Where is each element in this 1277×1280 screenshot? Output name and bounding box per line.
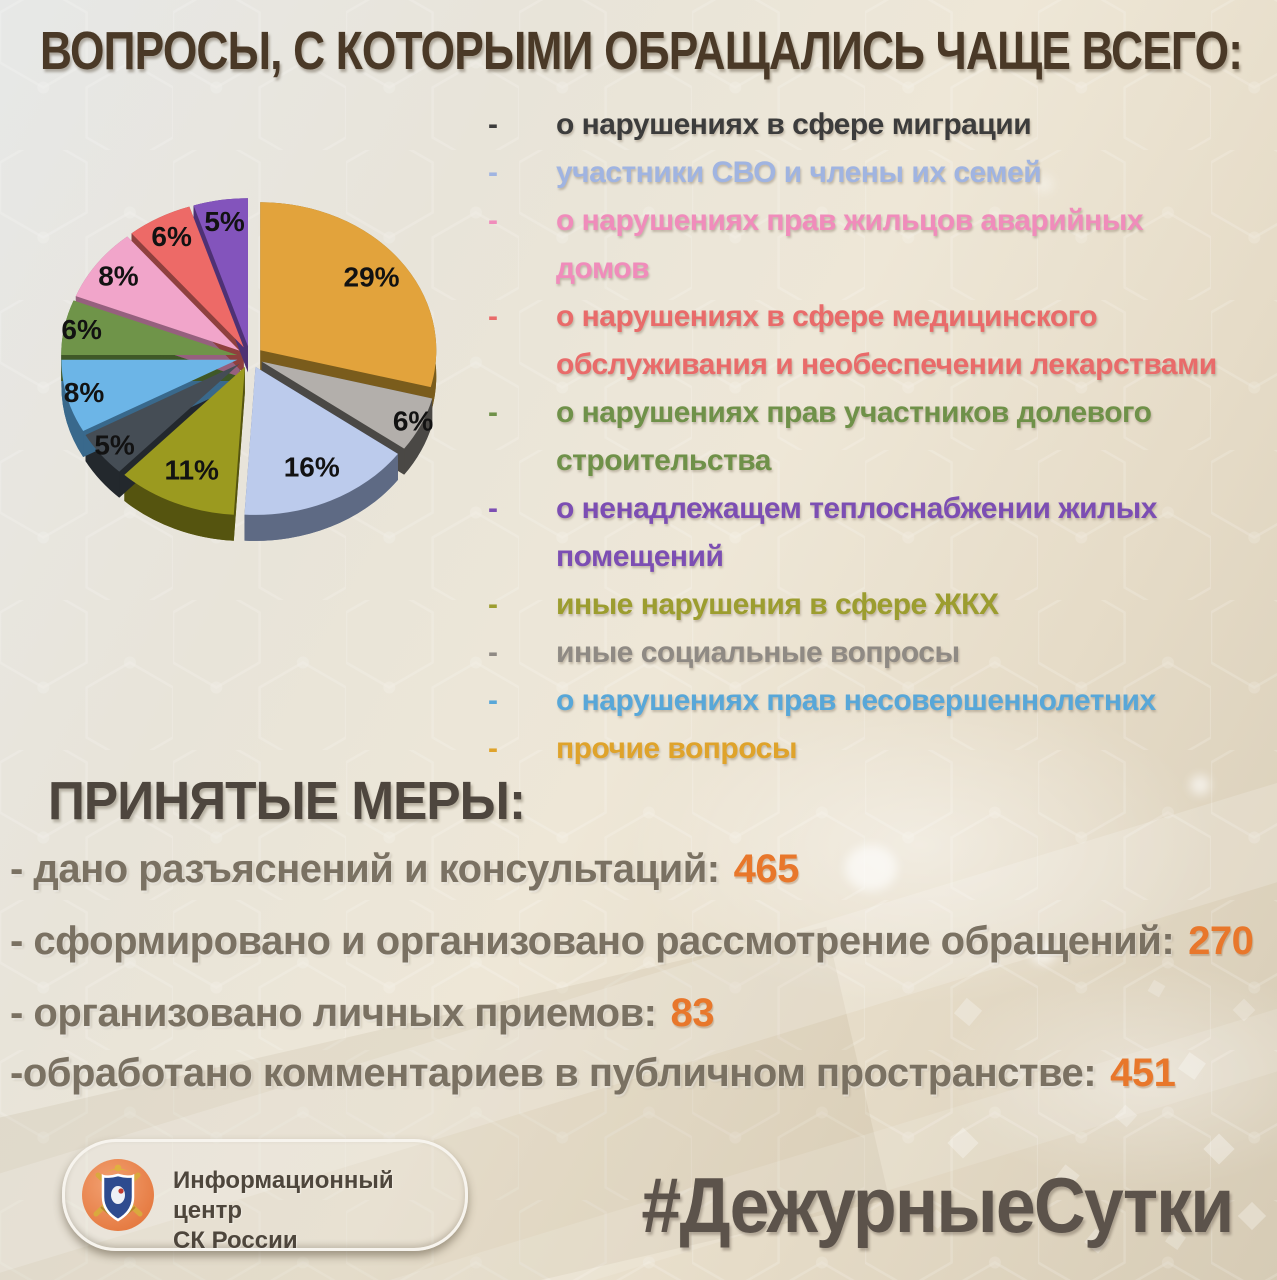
pie-slice-percent-label: 6% bbox=[151, 221, 192, 252]
legend-label: иные нарушения в сфере ЖКХ bbox=[556, 588, 999, 621]
background-glow bbox=[1035, 175, 1053, 193]
legend-dash: - bbox=[488, 108, 498, 141]
background-glow bbox=[1190, 775, 1210, 795]
measure-label: - сформировано и организовано рассмотрен… bbox=[10, 919, 1175, 963]
measures-heading: ПРИНЯТЫЕ МЕРЫ: bbox=[48, 771, 526, 831]
legend-label: о нарушениях прав участников долевого ст… bbox=[556, 396, 1152, 477]
measure-value: 83 bbox=[670, 991, 715, 1035]
pie-slice-percent-label: 8% bbox=[98, 261, 139, 292]
pie-slice-percent-label: 8% bbox=[64, 377, 105, 408]
pie-slice-face bbox=[124, 474, 234, 541]
pie-slice-face bbox=[131, 206, 244, 348]
background-glow bbox=[1030, 940, 1056, 964]
legend-label: о ненадлежащем теплоснабжении жилых поме… bbox=[556, 492, 1157, 573]
measure-value: 451 bbox=[1110, 1051, 1176, 1095]
pie-slice-face bbox=[244, 453, 398, 541]
legend-dash: - bbox=[488, 396, 498, 429]
badge-line2: СК России bbox=[173, 1227, 298, 1254]
legend-label: иные социальные вопросы bbox=[556, 636, 960, 669]
legend-item: - иные нарушения в сфере ЖКХ bbox=[488, 581, 1248, 629]
legend-dash: - bbox=[488, 636, 498, 669]
legend-label: прочие вопросы bbox=[556, 732, 797, 765]
pie-slice-face bbox=[75, 236, 240, 351]
pie-slice-face bbox=[85, 363, 240, 472]
chart-legend: - о нарушениях в сфере миграции - участники… bbox=[488, 101, 1248, 773]
legend-item: - о нарушениях прав участников долевого с… bbox=[488, 389, 1248, 485]
legend-item: - прочие вопросы bbox=[488, 725, 1248, 773]
legend-label: о нарушениях прав жильцов аварийных домо… bbox=[556, 204, 1144, 285]
confetti-square bbox=[1114, 1104, 1138, 1128]
confetti-square bbox=[1237, 1201, 1267, 1231]
sk-russia-emblem-icon bbox=[82, 1159, 154, 1231]
pie-slice-face bbox=[244, 366, 398, 515]
pie-slice-face bbox=[260, 202, 437, 388]
badge-text: Информационный центр СК России bbox=[173, 1166, 465, 1256]
pie-slice-percent-label: 6% bbox=[61, 314, 102, 345]
pie-slice-percent-label: 6% bbox=[393, 406, 434, 437]
legend-label: о нарушениях в сфере миграции bbox=[556, 108, 1032, 141]
pie-slice-percent-label: 5% bbox=[204, 206, 245, 237]
legend-label: участники СВО и члены их семей bbox=[556, 156, 1042, 189]
pie-chart: 29% 6% 16% 11% 5% 8% 6% 8% 6% 5% bbox=[61, 198, 437, 541]
legend-item: - иные социальные вопросы bbox=[488, 629, 1248, 677]
pie-slice-face bbox=[261, 361, 433, 449]
legend-dash: - bbox=[488, 684, 498, 717]
pie-slice-face bbox=[404, 398, 433, 475]
legend-dash: - bbox=[488, 204, 498, 237]
page-title: ВОПРОСЫ, С КОТОРЫМИ ОБРАЩАЛИСЬ ЧАЩЕ ВСЕГ… bbox=[40, 21, 1243, 81]
pie-slice-face bbox=[61, 359, 84, 458]
legend-dash: - bbox=[488, 732, 498, 765]
measure-row: - сформировано и организовано рассмотрен… bbox=[10, 918, 1270, 964]
measure-row: -обработано комментариев в публичном про… bbox=[10, 1050, 1270, 1096]
measure-value: 465 bbox=[733, 847, 800, 891]
measure-row: - дано разъяснений и консультаций: 465 bbox=[10, 846, 1270, 892]
legend-item: - о нарушениях в сфере миграции bbox=[488, 101, 1248, 149]
legend-item: - о ненадлежащем теплоснабжении жилых пом… bbox=[488, 485, 1248, 581]
legend-label: о нарушениях в сфере медицинского обслуж… bbox=[556, 300, 1217, 381]
pie-slice-percent-label: 11% bbox=[164, 454, 219, 485]
hashtag: #ДежурныеСутки bbox=[641, 1161, 1235, 1249]
legend-item: - о нарушениях в сфере медицинского обслу… bbox=[488, 293, 1248, 389]
measure-row: - организовано личных приемов: 83 bbox=[10, 990, 1270, 1036]
pie-slice-face bbox=[193, 198, 248, 347]
legend-item: - о нарушениях прав жильцов аварийных дом… bbox=[488, 197, 1248, 293]
pie-slice-percent-label: 29% bbox=[344, 262, 400, 293]
pie-slice-face bbox=[233, 367, 245, 541]
legend-label: о нарушениях прав несовершеннолетних bbox=[556, 684, 1156, 717]
background-glow bbox=[845, 845, 897, 891]
measure-label: -обработано комментариев в публичном про… bbox=[10, 1051, 1097, 1095]
pie-slice-face bbox=[61, 300, 238, 355]
pie-slice-percent-label: 5% bbox=[94, 429, 135, 460]
pie-slice-face bbox=[124, 367, 245, 515]
legend-dash: - bbox=[488, 156, 498, 189]
measure-label: - организовано личных приемов: bbox=[10, 991, 657, 1035]
badge-line1: Информационный центр bbox=[173, 1167, 394, 1224]
measure-label: - дано разъяснений и консультаций: bbox=[10, 847, 720, 891]
legend-dash: - bbox=[488, 492, 498, 525]
confetti-square bbox=[947, 1127, 979, 1159]
legend-item: - участники СВО и члены их семей bbox=[488, 149, 1248, 197]
info-center-badge: Информационный центр СК России bbox=[62, 1139, 468, 1254]
pie-slice-face bbox=[61, 359, 238, 432]
legend-dash: - bbox=[488, 300, 498, 333]
legend-item: - о нарушениях прав несовершеннолетних bbox=[488, 677, 1248, 725]
measures-list: - дано разъяснений и консультаций: 465 - с… bbox=[10, 846, 1270, 1096]
pie-slice-percent-label: 16% bbox=[284, 451, 340, 482]
legend-dash: - bbox=[488, 588, 498, 621]
measure-value: 270 bbox=[1188, 919, 1254, 963]
